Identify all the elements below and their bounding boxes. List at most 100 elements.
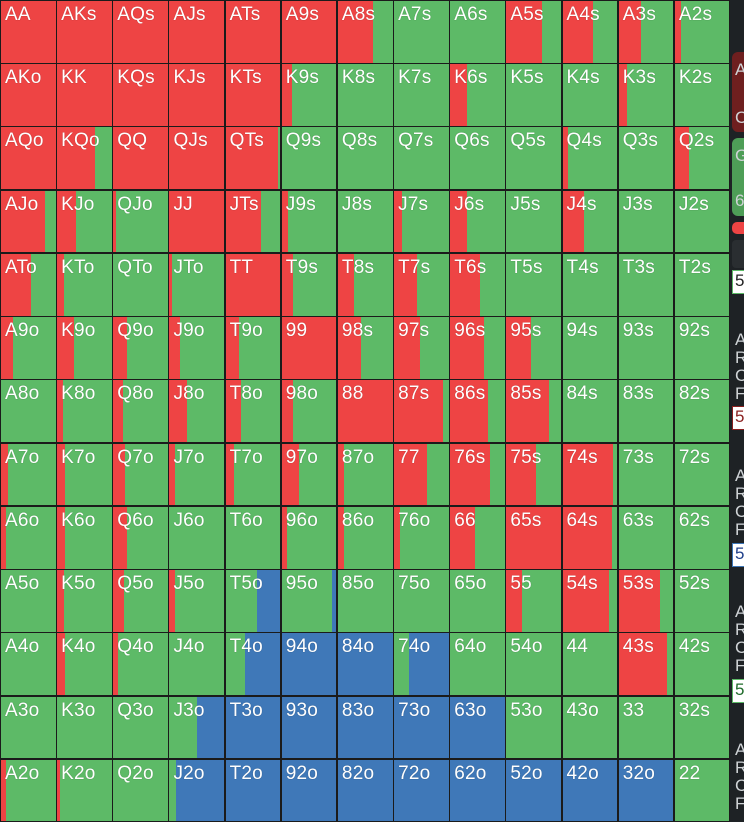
hand-cell-Q8o[interactable]: Q8o bbox=[112, 379, 169, 443]
hand-cell-K4s[interactable]: K4s bbox=[562, 63, 619, 127]
hand-cell-QTs[interactable]: QTs bbox=[225, 126, 282, 190]
hand-cell-64o[interactable]: 64o bbox=[449, 632, 506, 696]
hand-cell-AQs[interactable]: AQs bbox=[112, 0, 169, 64]
hand-cell-98o[interactable]: 98o bbox=[281, 379, 338, 443]
hand-cell-K9o[interactable]: K9o bbox=[56, 316, 113, 380]
hand-cell-65o[interactable]: 65o bbox=[449, 569, 506, 633]
hand-cell-J7s[interactable]: J7s bbox=[393, 190, 450, 254]
hand-cell-J6s[interactable]: J6s bbox=[449, 190, 506, 254]
hand-cell-74o[interactable]: 74o bbox=[393, 632, 450, 696]
hand-cell-T8s[interactable]: T8s bbox=[337, 253, 394, 317]
hand-cell-J9s[interactable]: J9s bbox=[281, 190, 338, 254]
hand-cell-KTs[interactable]: KTs bbox=[225, 63, 282, 127]
hand-cell-A2o[interactable]: A2o bbox=[0, 759, 57, 822]
hand-cell-ATo[interactable]: ATo bbox=[0, 253, 57, 317]
hand-cell-J5o[interactable]: J5o bbox=[168, 569, 225, 633]
hand-cell-K9s[interactable]: K9s bbox=[281, 63, 338, 127]
hand-cell-T3o[interactable]: T3o bbox=[225, 696, 282, 760]
hand-cell-Q7s[interactable]: Q7s bbox=[393, 126, 450, 190]
hand-cell-A6s[interactable]: A6s bbox=[449, 0, 506, 64]
hand-cell-K8s[interactable]: K8s bbox=[337, 63, 394, 127]
hand-cell-75o[interactable]: 75o bbox=[393, 569, 450, 633]
hand-cell-A6o[interactable]: A6o bbox=[0, 506, 57, 570]
hand-cell-92o[interactable]: 92o bbox=[281, 759, 338, 822]
hand-cell-J3s[interactable]: J3s bbox=[618, 190, 675, 254]
hand-cell-Q2s[interactable]: Q2s bbox=[674, 126, 731, 190]
hand-cell-64s[interactable]: 64s bbox=[562, 506, 619, 570]
hand-cell-Q6o[interactable]: Q6o bbox=[112, 506, 169, 570]
hand-cell-Q5o[interactable]: Q5o bbox=[112, 569, 169, 633]
hand-cell-92s[interactable]: 92s bbox=[674, 316, 731, 380]
hand-cell-Q9s[interactable]: Q9s bbox=[281, 126, 338, 190]
hand-cell-A4s[interactable]: A4s bbox=[562, 0, 619, 64]
hand-cell-94o[interactable]: 94o bbox=[281, 632, 338, 696]
hand-cell-95o[interactable]: 95o bbox=[281, 569, 338, 633]
hand-cell-94s[interactable]: 94s bbox=[562, 316, 619, 380]
hand-cell-J2s[interactable]: J2s bbox=[674, 190, 731, 254]
hand-cell-54s[interactable]: 54s bbox=[562, 569, 619, 633]
hand-cell-T2s[interactable]: T2s bbox=[674, 253, 731, 317]
hand-cell-Q3o[interactable]: Q3o bbox=[112, 696, 169, 760]
hand-cell-75s[interactable]: 75s bbox=[505, 443, 562, 507]
hand-cell-Q3s[interactable]: Q3s bbox=[618, 126, 675, 190]
hand-cell-43s[interactable]: 43s bbox=[618, 632, 675, 696]
hand-cell-Q4s[interactable]: Q4s bbox=[562, 126, 619, 190]
hand-cell-T9o[interactable]: T9o bbox=[225, 316, 282, 380]
hand-cell-AA[interactable]: AA bbox=[0, 0, 57, 64]
hand-cell-AKs[interactable]: AKs bbox=[56, 0, 113, 64]
hand-cell-99[interactable]: 99 bbox=[281, 316, 338, 380]
hand-cell-K3o[interactable]: K3o bbox=[56, 696, 113, 760]
hand-cell-82o[interactable]: 82o bbox=[337, 759, 394, 822]
hand-cell-J5s[interactable]: J5s bbox=[505, 190, 562, 254]
hand-cell-Q9o[interactable]: Q9o bbox=[112, 316, 169, 380]
hand-cell-T5s[interactable]: T5s bbox=[505, 253, 562, 317]
hand-cell-88[interactable]: 88 bbox=[337, 379, 394, 443]
hand-cell-76s[interactable]: 76s bbox=[449, 443, 506, 507]
hand-cell-87o[interactable]: 87o bbox=[337, 443, 394, 507]
hand-cell-T7o[interactable]: T7o bbox=[225, 443, 282, 507]
hand-cell-QJs[interactable]: QJs bbox=[168, 126, 225, 190]
hand-cell-J7o[interactable]: J7o bbox=[168, 443, 225, 507]
hand-cell-JTo[interactable]: JTo bbox=[168, 253, 225, 317]
hand-cell-KJs[interactable]: KJs bbox=[168, 63, 225, 127]
hand-cell-KTo[interactable]: KTo bbox=[56, 253, 113, 317]
hand-cell-Q2o[interactable]: Q2o bbox=[112, 759, 169, 822]
hand-cell-32s[interactable]: 32s bbox=[674, 696, 731, 760]
hand-cell-J4o[interactable]: J4o bbox=[168, 632, 225, 696]
hand-cell-JTs[interactable]: JTs bbox=[225, 190, 282, 254]
hand-cell-A9s[interactable]: A9s bbox=[281, 0, 338, 64]
hand-cell-84o[interactable]: 84o bbox=[337, 632, 394, 696]
hand-cell-AKo[interactable]: AKo bbox=[0, 63, 57, 127]
hand-cell-43o[interactable]: 43o bbox=[562, 696, 619, 760]
hand-cell-54o[interactable]: 54o bbox=[505, 632, 562, 696]
hand-cell-J6o[interactable]: J6o bbox=[168, 506, 225, 570]
hand-cell-42s[interactable]: 42s bbox=[674, 632, 731, 696]
hand-cell-A4o[interactable]: A4o bbox=[0, 632, 57, 696]
hand-cell-98s[interactable]: 98s bbox=[337, 316, 394, 380]
hand-cell-AJo[interactable]: AJo bbox=[0, 190, 57, 254]
hand-cell-A7s[interactable]: A7s bbox=[393, 0, 450, 64]
hand-cell-K8o[interactable]: K8o bbox=[56, 379, 113, 443]
hand-cell-J8o[interactable]: J8o bbox=[168, 379, 225, 443]
hand-cell-52s[interactable]: 52s bbox=[674, 569, 731, 633]
hand-cell-J3o[interactable]: J3o bbox=[168, 696, 225, 760]
hand-cell-T3s[interactable]: T3s bbox=[618, 253, 675, 317]
hand-cell-A3o[interactable]: A3o bbox=[0, 696, 57, 760]
hand-cell-95s[interactable]: 95s bbox=[505, 316, 562, 380]
hand-cell-85o[interactable]: 85o bbox=[337, 569, 394, 633]
hand-cell-J2o[interactable]: J2o bbox=[168, 759, 225, 822]
hand-cell-T4s[interactable]: T4s bbox=[562, 253, 619, 317]
hand-cell-52o[interactable]: 52o bbox=[505, 759, 562, 822]
hand-cell-K6s[interactable]: K6s bbox=[449, 63, 506, 127]
hand-cell-73o[interactable]: 73o bbox=[393, 696, 450, 760]
hand-cell-AJs[interactable]: AJs bbox=[168, 0, 225, 64]
hand-cell-82s[interactable]: 82s bbox=[674, 379, 731, 443]
hand-cell-Q6s[interactable]: Q6s bbox=[449, 126, 506, 190]
hand-cell-J9o[interactable]: J9o bbox=[168, 316, 225, 380]
hand-cell-97o[interactable]: 97o bbox=[281, 443, 338, 507]
hand-cell-KQs[interactable]: KQs bbox=[112, 63, 169, 127]
hand-cell-T2o[interactable]: T2o bbox=[225, 759, 282, 822]
hand-cell-32o[interactable]: 32o bbox=[618, 759, 675, 822]
hand-cell-JJ[interactable]: JJ bbox=[168, 190, 225, 254]
hand-cell-K7o[interactable]: K7o bbox=[56, 443, 113, 507]
